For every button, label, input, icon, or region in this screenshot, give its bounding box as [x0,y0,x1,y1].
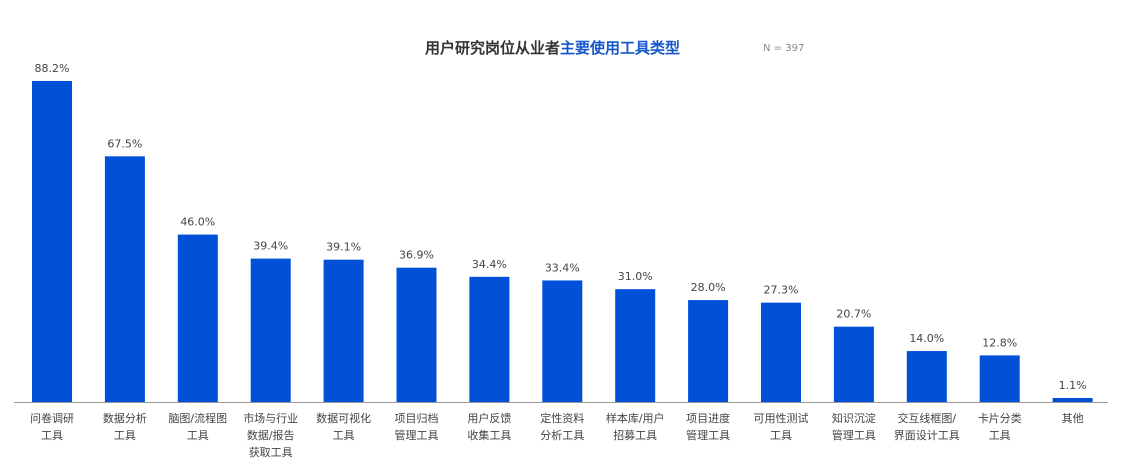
title-highlight: 主要使用工具类型 [560,39,681,57]
bar [104,156,145,402]
bar [906,351,947,402]
data-label: 31.0% [618,270,653,283]
data-label: 14.0% [909,332,944,345]
bar [396,267,437,402]
bar [32,81,72,402]
category-label: 脑图/流程图工具 [168,411,227,442]
bar [615,289,656,402]
data-label: 28.0% [691,281,726,294]
bar [323,259,364,402]
bar [177,234,218,402]
bar [761,302,801,402]
category-label: 市场与行业数据/报告获取工具 [243,411,298,459]
category-label: 用户反馈收集工具 [467,411,511,442]
title-prefix: 用户研究岗位从业者 [425,39,561,57]
data-label: 1.1% [1059,379,1087,392]
category-label: 知识沉淀管理工具 [832,411,876,442]
category-label: 交互线框图/界面设计工具 [894,411,960,442]
data-label: 20.7% [836,308,871,321]
data-label: 36.9% [399,249,434,262]
chart-title: 用户研究岗位从业者主要使用工具类型 [425,37,680,58]
data-label: 88.2% [35,62,70,75]
bar [979,355,1020,402]
category-label: 项目归档管理工具 [395,411,439,442]
category-label: 卡片分类工具 [978,411,1022,442]
data-label: 39.4% [253,240,288,253]
bar [688,300,729,402]
data-label: 39.1% [326,241,361,254]
category-label: 其他 [1062,412,1084,425]
category-label: 项目进度管理工具 [686,411,730,442]
sample-size-note: N = 397 [763,43,805,54]
bar [250,258,291,402]
data-label: 12.8% [982,336,1017,349]
data-label: 67.5% [107,137,142,150]
data-label: 33.4% [545,261,580,274]
category-label: 样本库/用户招募工具 [606,411,665,442]
data-label: 46.0% [180,216,215,229]
bar [1052,397,1093,402]
category-label: 数据分析工具 [103,411,147,442]
bar [833,326,874,402]
category-label: 可用性测试工具 [754,411,809,442]
category-label: 问卷调研工具 [30,411,74,442]
data-label: 27.3% [764,284,799,297]
data-label: 34.4% [472,258,507,271]
bar [469,276,510,402]
bar [542,280,583,402]
category-label: 数据可视化工具 [316,411,371,442]
category-label: 定性资料分析工具 [540,411,584,442]
